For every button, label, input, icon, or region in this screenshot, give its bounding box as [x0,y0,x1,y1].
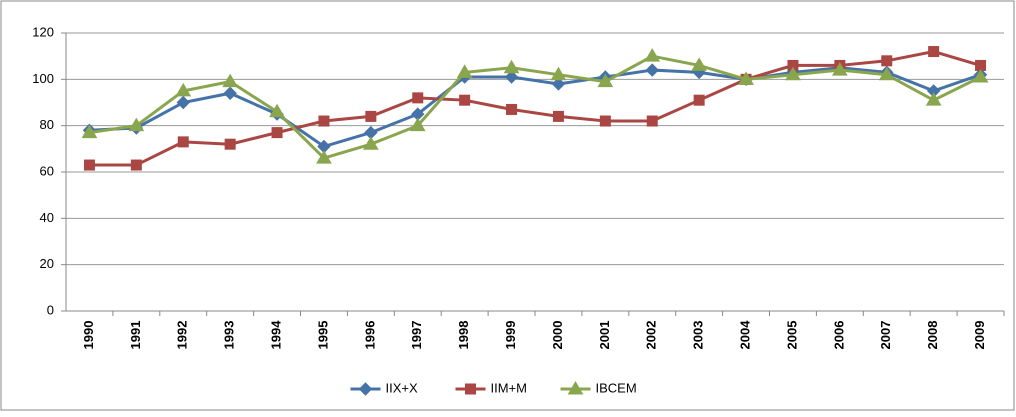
series-line [89,66,982,149]
data-point [318,115,330,127]
x-tick-label: 1999 [503,321,518,350]
data-point [972,69,989,83]
y-tick-label: 100 [32,71,54,86]
data-point [271,127,283,139]
x-tick-label: 2003 [691,321,706,350]
x-tick-label: 1993 [222,321,237,350]
data-point [738,71,754,85]
data-point [693,94,705,106]
y-tick-label: 120 [32,24,54,39]
data-point [81,124,98,139]
legend-marker [358,382,373,396]
x-tick-label: 2000 [550,321,565,350]
y-tick-label: 0 [47,302,54,317]
x-tick-label: 1997 [409,321,424,350]
data-point [785,66,801,81]
series-line [89,49,981,167]
data-point [644,48,661,62]
data-point [504,70,519,84]
data-point [128,117,145,132]
x-tick-label: 1992 [175,321,190,350]
legend-label: IIX+X [386,380,418,395]
y-tick-label: 80 [40,117,54,132]
y-tick-label: 20 [40,256,54,271]
data-point [456,64,473,78]
y-tick-label: 60 [40,163,54,178]
legend-marker [567,381,584,395]
x-tick-label: 2002 [644,321,659,350]
x-tick-label: 1991 [128,321,143,350]
x-tick-label: 2006 [831,321,846,350]
data-point [831,62,848,76]
data-point [412,92,424,104]
y-tick-label: 40 [40,210,54,225]
legend-label: IIM+M [491,380,527,395]
data-point [409,117,426,132]
data-point [552,110,564,122]
x-tick-label: 2005 [784,321,799,350]
data-point [975,59,987,71]
x-tick-label: 2001 [597,321,612,350]
data-point [878,66,895,81]
data-point [645,63,659,77]
data-point [881,55,893,67]
data-point [459,94,471,106]
data-point [503,59,520,74]
x-tick-label: 1994 [268,320,283,350]
data-point [365,110,377,122]
legend-label: IBCEM [596,380,637,395]
x-tick-label: 2009 [972,321,987,350]
legend-marker [465,383,476,395]
data-point [269,103,285,118]
data-point [646,115,658,127]
data-point [223,86,237,100]
data-point [83,159,95,171]
x-tick-label: 1996 [362,321,377,350]
data-point [176,95,190,110]
data-point [597,73,614,88]
data-point [599,115,611,127]
x-tick-label: 2007 [878,321,893,350]
x-tick-label: 1998 [456,321,471,350]
data-point [130,159,142,171]
data-point [506,103,518,115]
data-point [928,46,940,58]
data-point [316,150,332,164]
x-tick-label: 1990 [81,321,96,350]
data-point [925,92,942,106]
data-point [224,138,236,150]
data-point [362,136,379,150]
x-tick-label: 1995 [315,321,330,350]
data-point [175,82,192,97]
x-tick-label: 2008 [925,321,940,350]
data-point [222,73,239,88]
series-line [89,54,982,160]
data-point [551,77,566,91]
data-point [177,136,189,148]
data-point [691,57,708,71]
x-tick-label: 2004 [737,320,752,350]
data-point [550,66,567,81]
